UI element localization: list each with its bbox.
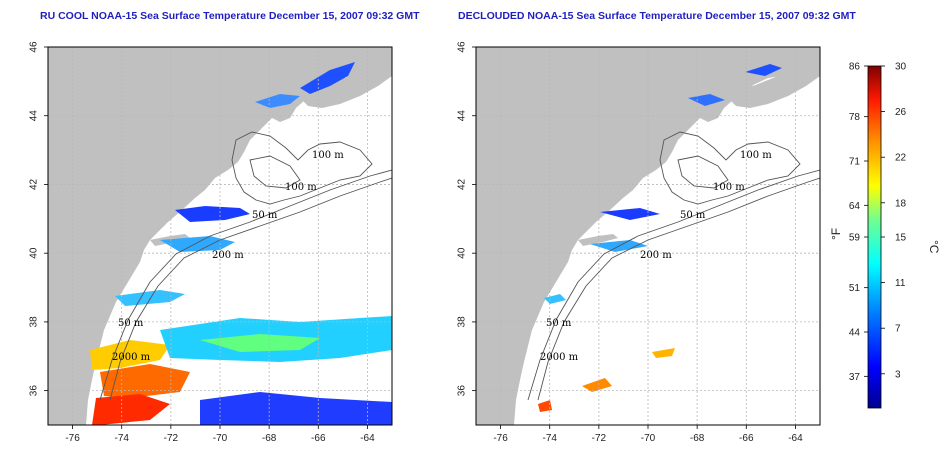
y-tick-label: 40 <box>457 247 468 259</box>
right-us-coast-land <box>476 47 820 425</box>
right-grid <box>476 47 820 425</box>
y-tick-label: 36 <box>29 385 40 397</box>
left-us-coast-land <box>48 47 392 425</box>
y-tick-label: 44 <box>457 110 468 122</box>
contour-label: 100 m <box>312 150 344 161</box>
sst-colorbar: 86 78 71 64 59 51 44 37 30 26 22 18 15 11 7 3 °F °C <box>829 62 941 409</box>
contour-label: 200 m <box>212 250 244 261</box>
x-tick-label: -76 <box>65 433 80 444</box>
right-nova-scotia-land <box>728 60 820 108</box>
fahrenheit-tick-label: 64 <box>849 201 861 212</box>
contour-label: 2000 m <box>540 352 579 363</box>
x-tick-label: -70 <box>641 433 656 444</box>
celsius-tick-label: 22 <box>895 153 907 164</box>
x-tick-label: -64 <box>788 433 803 444</box>
right-map-panel: 100 m 100 m 50 m 200 m 50 m 2000 m -76 -7… <box>457 41 821 444</box>
x-tick-label: -72 <box>164 433 179 444</box>
right-land-mass <box>476 47 820 425</box>
celsius-tick-label: 18 <box>895 198 907 209</box>
left-map-panel: 100 m 100 m 50 m 200 m 50 m 2000 m -76 -7… <box>29 41 393 444</box>
fahrenheit-tick-label: 78 <box>849 112 861 123</box>
fahrenheit-unit-label: °F <box>829 228 843 240</box>
x-tick-label: -66 <box>739 433 754 444</box>
left-y-ticks: 36 38 40 42 44 46 <box>29 41 48 396</box>
fahrenheit-tick-label: 37 <box>849 372 861 383</box>
contour-label: 50 m <box>118 318 144 329</box>
left-contour-labels: 100 m 100 m 50 m 200 m 50 m 2000 m <box>112 150 344 363</box>
y-tick-label: 46 <box>29 41 40 53</box>
fahrenheit-tick-label: 86 <box>849 62 861 73</box>
contour-label: 200 m <box>640 250 672 261</box>
x-tick-label: -74 <box>542 433 557 444</box>
contour-label: 100 m <box>285 182 317 193</box>
right-x-ticks: -76 -74 -72 -70 -68 -66 -64 <box>493 425 803 444</box>
x-tick-label: -64 <box>360 433 375 444</box>
contour-label: 100 m <box>713 182 745 193</box>
celsius-tick-label: 15 <box>895 233 907 244</box>
fahrenheit-tick-label: 51 <box>849 283 861 294</box>
y-tick-label: 46 <box>457 41 468 53</box>
x-tick-label: -72 <box>592 433 607 444</box>
contour-label: 100 m <box>740 150 772 161</box>
colorbar-celsius-ticks: 30 26 22 18 15 11 7 3 <box>881 62 907 380</box>
y-tick-label: 42 <box>29 178 40 190</box>
x-tick-label: -68 <box>690 433 705 444</box>
right-bathymetry-contours <box>527 131 820 401</box>
celsius-tick-label: 11 <box>895 278 906 289</box>
x-tick-label: -76 <box>493 433 508 444</box>
right-y-ticks: 36 38 40 42 44 46 <box>457 41 476 396</box>
left-cloud-free-sst <box>90 62 392 425</box>
fahrenheit-tick-label: 59 <box>849 233 861 244</box>
y-tick-label: 38 <box>457 316 468 328</box>
x-tick-label: -66 <box>311 433 326 444</box>
left-nova-scotia-land <box>300 60 392 108</box>
y-tick-label: 42 <box>457 178 468 190</box>
contour-label: 2000 m <box>112 352 151 363</box>
celsius-tick-label: 7 <box>895 324 901 335</box>
x-tick-label: -74 <box>114 433 129 444</box>
contour-label: 50 m <box>680 210 706 221</box>
left-map-title: RU COOL NOAA-15 Sea Surface Temperature … <box>40 10 420 22</box>
left-x-ticks: -76 -74 -72 -70 -68 -66 -64 <box>65 425 375 444</box>
contour-label: 50 m <box>252 210 278 221</box>
y-tick-label: 38 <box>29 316 40 328</box>
celsius-unit-label: °C <box>927 240 941 254</box>
contour-label: 50 m <box>546 318 572 329</box>
x-tick-label: -70 <box>213 433 228 444</box>
y-tick-label: 40 <box>29 247 40 259</box>
fahrenheit-tick-label: 71 <box>849 157 861 168</box>
y-tick-label: 44 <box>29 110 40 122</box>
left-bathymetry-contours <box>99 131 392 401</box>
celsius-tick-label: 26 <box>895 107 907 118</box>
x-tick-label: -68 <box>262 433 277 444</box>
right-long-island <box>578 234 618 246</box>
colorbar-gradient <box>867 65 882 409</box>
right-contour-labels: 100 m 100 m 50 m 200 m 50 m 2000 m <box>540 150 772 363</box>
celsius-tick-label: 3 <box>895 369 901 380</box>
right-map-title: DECLOUDED NOAA-15 Sea Surface Temperatur… <box>458 10 856 22</box>
y-tick-label: 36 <box>457 385 468 397</box>
celsius-tick-label: 30 <box>895 62 907 73</box>
colorbar-fahrenheit-ticks: 86 78 71 64 59 51 44 37 <box>849 62 868 383</box>
fahrenheit-tick-label: 44 <box>849 328 861 339</box>
left-grid <box>48 47 392 425</box>
